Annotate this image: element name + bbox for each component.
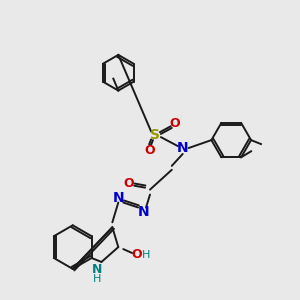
Text: H: H — [93, 274, 102, 284]
Text: N: N — [177, 141, 188, 155]
Text: O: O — [132, 248, 142, 260]
Text: H: H — [142, 250, 150, 260]
Text: S: S — [150, 128, 160, 142]
Text: N: N — [137, 206, 149, 219]
Text: N: N — [112, 190, 124, 205]
Text: O: O — [123, 177, 134, 190]
Text: O: O — [145, 143, 155, 157]
Text: N: N — [92, 263, 103, 276]
Text: O: O — [169, 117, 180, 130]
